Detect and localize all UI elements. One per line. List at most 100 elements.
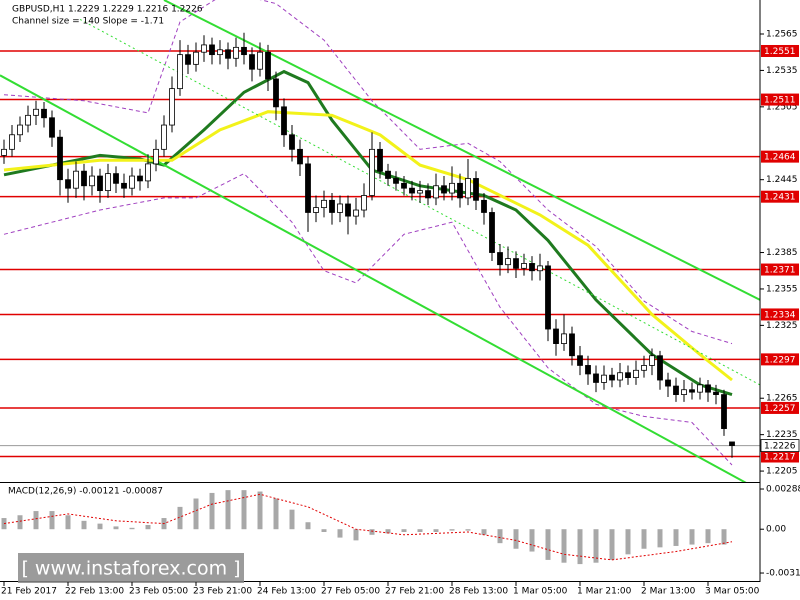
histogram-bar bbox=[657, 529, 663, 548]
candle-body bbox=[345, 203, 351, 217]
candle-body bbox=[49, 117, 55, 138]
histogram-bar bbox=[289, 509, 295, 530]
candle-body bbox=[377, 148, 383, 172]
candle-body bbox=[137, 175, 143, 182]
x-tick-label: 22 Feb 13:00 bbox=[65, 587, 124, 597]
candle-body bbox=[505, 258, 511, 266]
watermark: [ www.instaforex.com ] bbox=[21, 558, 240, 580]
y-tick-label: 1.2325 bbox=[766, 321, 798, 331]
candle-body bbox=[585, 365, 591, 375]
candle-body bbox=[225, 49, 231, 59]
histogram-bar bbox=[705, 529, 711, 544]
histogram-bar bbox=[129, 527, 135, 530]
candle-body bbox=[697, 384, 703, 393]
histogram-bar bbox=[257, 491, 263, 530]
candle-body bbox=[145, 163, 151, 182]
candle-body bbox=[241, 46, 247, 56]
histogram-bar bbox=[529, 529, 535, 552]
x-tick-label: 28 Feb 13:00 bbox=[449, 587, 508, 597]
candle-body bbox=[545, 265, 551, 330]
candle-body bbox=[305, 163, 311, 213]
candle-body bbox=[57, 136, 63, 181]
candle-body bbox=[457, 182, 463, 199]
histogram-bar bbox=[209, 492, 215, 530]
x-tick-label: 23 Feb 05:00 bbox=[129, 587, 188, 597]
candle-body bbox=[233, 46, 239, 59]
candle-body bbox=[161, 124, 167, 150]
histogram-bar bbox=[177, 506, 183, 530]
candle-body bbox=[633, 369, 639, 378]
x-tick-label: 23 Feb 21:00 bbox=[193, 587, 252, 597]
histogram-bar bbox=[81, 520, 87, 530]
candle-body bbox=[297, 148, 303, 165]
histogram-bar bbox=[497, 529, 503, 544]
histogram-bar bbox=[641, 529, 647, 549]
candle-body bbox=[41, 108, 47, 119]
candle-body bbox=[657, 355, 663, 381]
candle-body bbox=[665, 379, 671, 387]
histogram-bar bbox=[593, 529, 599, 563]
candle-body bbox=[73, 170, 79, 189]
histogram-bar bbox=[385, 529, 391, 534]
histogram-bar bbox=[33, 511, 39, 530]
x-tick-label: 27 Feb 05:00 bbox=[321, 587, 380, 597]
candle-body bbox=[729, 441, 735, 446]
candle-body bbox=[569, 333, 575, 357]
indicator-line bbox=[3, 110, 733, 382]
candle-body bbox=[201, 44, 207, 53]
candle-body bbox=[713, 391, 719, 395]
candle-body bbox=[393, 178, 399, 184]
candle-body bbox=[577, 355, 583, 366]
level-label: 1.2217 bbox=[764, 453, 796, 463]
candle-body bbox=[89, 175, 95, 187]
candle-body bbox=[601, 374, 607, 383]
y-tick-label: 1.2355 bbox=[766, 284, 798, 294]
current-price-label: 1.2226 bbox=[764, 442, 796, 452]
candle-body bbox=[9, 134, 15, 150]
histogram-bar bbox=[193, 498, 199, 530]
candle-body bbox=[353, 209, 359, 217]
histogram-bar bbox=[465, 529, 471, 531]
candle-body bbox=[617, 372, 623, 381]
candle-body bbox=[17, 124, 23, 136]
level-label-box bbox=[761, 93, 799, 106]
x-tick-label: 1 Mar 05:00 bbox=[513, 587, 568, 597]
level-label: 1.2551 bbox=[764, 47, 796, 57]
level-label: 1.2257 bbox=[764, 404, 796, 414]
candle-body bbox=[497, 252, 503, 266]
level-label: 1.2371 bbox=[764, 266, 796, 276]
candle-body bbox=[177, 54, 183, 90]
histogram-bar bbox=[1, 518, 7, 530]
histogram-bar bbox=[673, 529, 679, 546]
level-label: 1.2511 bbox=[764, 96, 796, 106]
x-tick-label: 27 Feb 21:00 bbox=[385, 587, 444, 597]
level-label: 1.2464 bbox=[764, 153, 796, 163]
histogram-bar bbox=[145, 525, 151, 530]
histogram-bar bbox=[561, 529, 567, 563]
histogram-bar bbox=[689, 529, 695, 545]
y-tick-label: 0.00 bbox=[766, 525, 786, 535]
candle-body bbox=[553, 328, 559, 344]
histogram-bar bbox=[353, 529, 359, 541]
macd-title: MACD(12,26,9) -0.00121 -0.00087 bbox=[8, 487, 163, 497]
indicator-line bbox=[0, 74, 747, 482]
candle-body bbox=[249, 54, 255, 70]
histogram-bar bbox=[481, 529, 487, 535]
candle-body bbox=[153, 148, 159, 165]
histogram-bar bbox=[49, 511, 55, 530]
candle-body bbox=[673, 385, 679, 395]
level-label: 1.2297 bbox=[764, 355, 796, 365]
candle-body bbox=[273, 78, 279, 108]
candle-body bbox=[513, 258, 519, 269]
level-label: 1.2334 bbox=[764, 310, 796, 320]
candle-body bbox=[313, 207, 319, 213]
candle-body bbox=[561, 333, 567, 344]
histogram-bar bbox=[369, 529, 375, 535]
candle-body bbox=[593, 373, 599, 383]
candle-body bbox=[33, 108, 39, 116]
candle-body bbox=[385, 170, 391, 179]
indicator-line bbox=[3, 0, 733, 345]
y-tick-label: 0.00288 bbox=[766, 485, 800, 495]
